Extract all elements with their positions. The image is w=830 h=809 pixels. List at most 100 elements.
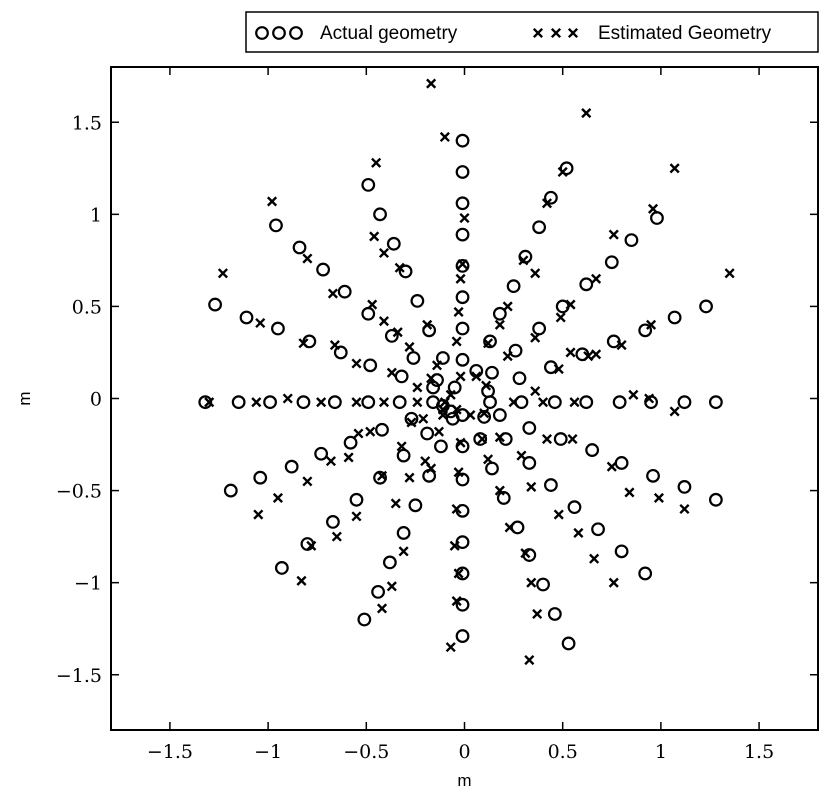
estimated-point (494, 319, 505, 330)
estimated-point (325, 456, 337, 467)
estimated-point (477, 433, 488, 445)
estimated-point (516, 450, 527, 461)
actual-point (333, 345, 348, 360)
actual-point (292, 240, 307, 255)
x-tick-label: −0.5 (343, 741, 389, 763)
actual-point (398, 264, 413, 279)
estimated-point (555, 312, 566, 323)
actual-point (473, 432, 488, 446)
actual-point (646, 468, 660, 483)
actual-point (492, 408, 507, 422)
y-tick-label: −0.5 (56, 481, 102, 503)
estimated-point (538, 397, 549, 408)
actual-point (522, 456, 537, 470)
estimated-point (390, 498, 401, 509)
estimated-point (445, 389, 456, 400)
estimated-point (679, 503, 690, 515)
estimated-point (369, 231, 380, 242)
x-axis-ticks: −1.5 −1 −0.5 0 0.5 1 1.5 (147, 67, 774, 763)
estimated-point (553, 509, 564, 520)
estimated-point (518, 255, 529, 266)
estimated-point (404, 472, 415, 483)
estimated-point (455, 371, 466, 382)
legend-box (245, 11, 819, 53)
actual-point (314, 446, 329, 461)
actual-point (579, 277, 594, 292)
estimated-point (453, 306, 464, 317)
estimated-point (449, 540, 460, 551)
legend-circle-marker (289, 26, 303, 40)
estimated-point (343, 452, 354, 463)
actual-point (547, 607, 562, 621)
estimated-point (406, 417, 417, 428)
legend-x-marker (567, 27, 579, 39)
y-tick-label: 1.5 (72, 112, 102, 134)
actual-point (455, 227, 470, 242)
actual-point (512, 371, 527, 386)
estimated-point (608, 229, 619, 240)
estimated-point (591, 349, 602, 360)
legend-label-actual: Actual geometry (320, 23, 458, 44)
estimated-point (204, 397, 215, 408)
actual-point (455, 133, 470, 148)
actual-point (567, 500, 582, 515)
actual-point (492, 306, 507, 321)
x-tick-label: 0 (458, 741, 470, 763)
estimated-point (412, 397, 423, 408)
estimated-point (455, 437, 466, 448)
estimated-point (616, 340, 627, 351)
actual-point (510, 520, 525, 535)
estimated-point (351, 397, 362, 408)
estimated-point (412, 382, 423, 393)
actual-point (624, 233, 639, 248)
legend-estimated-marker (532, 27, 579, 39)
actual-point (361, 306, 376, 321)
estimated-point (479, 408, 490, 419)
estimated-point (583, 351, 594, 362)
actual-point (561, 636, 576, 651)
actual-point (327, 395, 342, 410)
actual-point (263, 395, 277, 410)
y-tick-label: 0 (90, 389, 102, 411)
actual-point (575, 347, 590, 362)
actual-point (392, 395, 407, 410)
estimated-point (502, 301, 513, 312)
actual-geometry-markers (198, 133, 723, 651)
actual-point (269, 218, 283, 233)
estimated-point (565, 347, 576, 358)
actual-point (708, 492, 723, 507)
estimated-point (646, 319, 657, 330)
estimated-point (724, 268, 735, 279)
actual-point (447, 380, 462, 395)
legend-x-marker (550, 27, 562, 39)
estimated-point (589, 553, 600, 564)
estimated-point (418, 413, 429, 424)
estimated-point (296, 575, 307, 586)
actual-point (455, 503, 470, 518)
estimated-point (272, 492, 283, 503)
actual-point (498, 432, 513, 446)
x-tick-label: 1 (655, 741, 667, 763)
actual-point (408, 498, 423, 513)
estimated-point (433, 426, 445, 437)
actual-point (434, 439, 448, 454)
estimated-point (481, 380, 492, 391)
actual-point (455, 472, 470, 487)
legend-circle-marker (255, 26, 269, 40)
estimated-point (398, 546, 409, 557)
estimated-point (394, 262, 405, 273)
actual-point (559, 161, 574, 176)
y-tick-label: −1.5 (56, 665, 102, 687)
actual-point (223, 483, 238, 498)
estimated-point (376, 470, 388, 481)
actual-point (426, 395, 440, 410)
legend-actual-marker (255, 26, 303, 40)
estimated-point (653, 492, 664, 503)
actual-point (404, 411, 419, 426)
estimated-point (567, 433, 578, 445)
estimated-point (316, 397, 327, 408)
estimated-point (532, 608, 543, 620)
estimated-point (251, 397, 262, 408)
actual-point (455, 290, 470, 305)
